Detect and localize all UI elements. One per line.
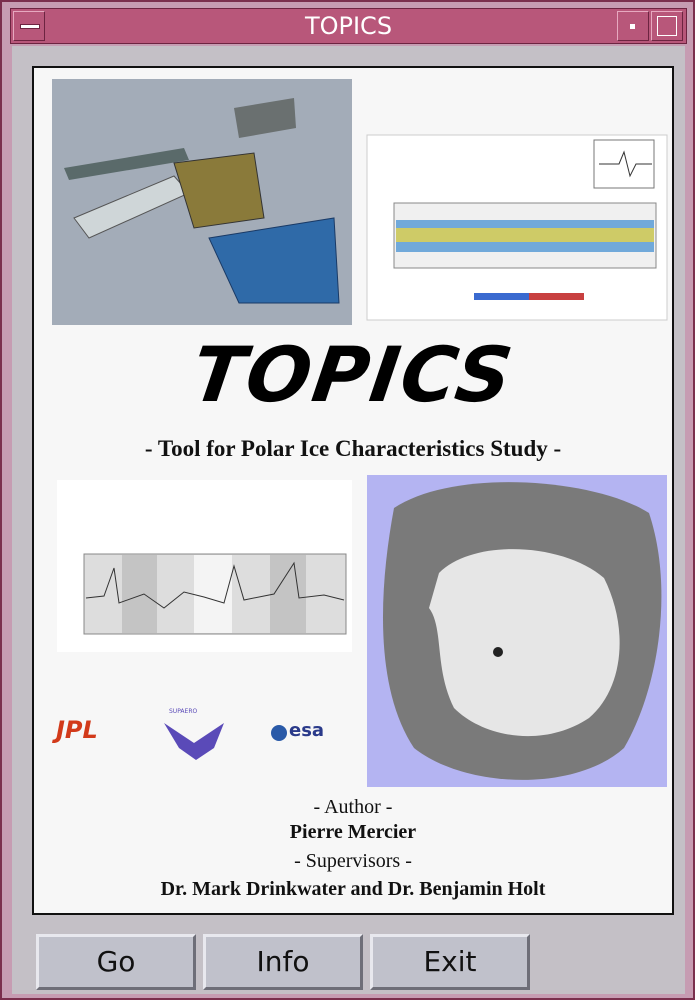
window-body: TOPICS - Tool for Polar Ice Characterist… <box>12 46 685 994</box>
stddev-shade <box>270 555 306 633</box>
maximize-icon <box>657 16 677 36</box>
exit-button[interactable]: Exit <box>370 934 530 990</box>
page: TOPICS <box>0 0 695 1000</box>
window-title: TOPICS <box>11 12 686 40</box>
splash-graphics <box>34 68 672 913</box>
title-bar: TOPICS <box>10 8 687 44</box>
maximize-button[interactable] <box>651 11 683 41</box>
supaero-emblem <box>164 723 224 760</box>
sponsor-logo: SUPAERO <box>169 708 197 715</box>
minimize-button[interactable] <box>617 11 649 41</box>
logo: TOPICS <box>28 330 679 419</box>
sponsor-logo: esa <box>289 720 324 741</box>
splash-panel: TOPICS - Tool for Polar Ice Characterist… <box>32 66 674 915</box>
esa-emblem <box>271 725 287 741</box>
pole-marker <box>493 647 503 657</box>
stddev-shade <box>122 555 157 633</box>
sponsor-logo: JPL <box>56 716 98 744</box>
colorbar <box>474 293 529 300</box>
supervisors-heading: - Supervisors - <box>34 850 672 873</box>
anomaly-band <box>396 228 654 242</box>
info-button[interactable]: Info <box>203 934 363 990</box>
author: Pierre Mercier <box>34 821 672 844</box>
ice-sheet <box>429 549 620 736</box>
window: TOPICS <box>0 0 695 1000</box>
minimize-icon <box>630 24 635 29</box>
go-button[interactable]: Go <box>36 934 196 990</box>
subtitle: - Tool for Polar Ice Characteristics Stu… <box>34 436 672 462</box>
author-heading: - Author - <box>34 796 672 819</box>
supervisors: Dr. Mark Drinkwater and Dr. Benjamin Hol… <box>34 878 672 901</box>
